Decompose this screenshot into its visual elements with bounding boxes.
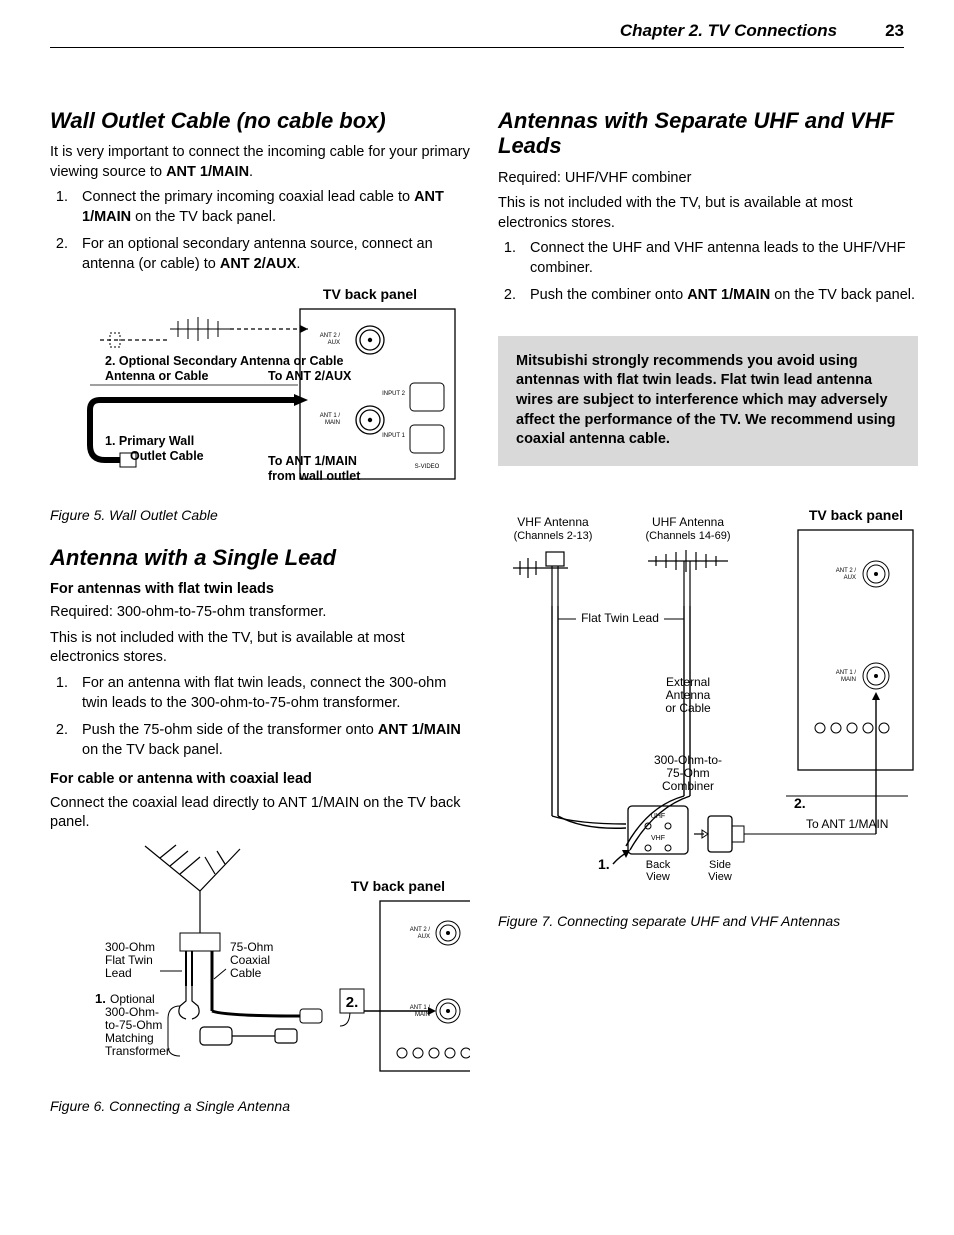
svg-text:Flat Twin Lead: Flat Twin Lead <box>581 611 659 625</box>
section-title-uhf-vhf: Antennas with Separate UHF and VHF Leads <box>498 108 918 159</box>
section-title-wall-outlet: Wall Outlet Cable (no cable box) <box>50 108 470 133</box>
svg-text:300-Ohm: 300-Ohm <box>105 940 155 954</box>
right-column: Antennas with Separate UHF and VHF Leads… <box>498 108 918 1136</box>
svg-text:Cable: Cable <box>230 966 262 980</box>
step-2: Push the combiner onto ANT 1/MAIN on the… <box>520 286 918 306</box>
svg-text:VHF: VHF <box>651 835 665 842</box>
svg-text:Transformer: Transformer <box>105 1044 170 1058</box>
svg-text:To ANT 1/MAIN: To ANT 1/MAIN <box>806 817 888 831</box>
svg-text:Optional: Optional <box>110 992 155 1006</box>
svg-text:View: View <box>708 871 732 883</box>
svg-text:Combiner: Combiner <box>662 779 714 793</box>
step-2: For an optional secondary antenna source… <box>72 235 470 274</box>
figure-5-caption: Figure 5. Wall Outlet Cable <box>50 506 470 525</box>
required-line: Required: 300-ohm-to-75-ohm transformer. <box>50 603 470 623</box>
intro-paragraph: It is very important to connect the inco… <box>50 143 470 182</box>
figure-7-diagram: TV back panel ANT 2 /AUX ANT 1 /MAIN VHF… <box>498 506 918 906</box>
svg-text:VHF Antenna: VHF Antenna <box>517 515 589 529</box>
svg-text:Back: Back <box>646 859 671 871</box>
svg-text:1.: 1. <box>95 991 106 1006</box>
svg-text:ANT 2 /: ANT 2 / <box>320 333 341 339</box>
svg-text:MAIN: MAIN <box>841 677 856 683</box>
svg-text:to-75-Ohm: to-75-Ohm <box>105 1018 162 1032</box>
svg-text:AUX: AUX <box>328 340 340 346</box>
svg-text:TV back panel: TV back panel <box>351 878 445 894</box>
svg-text:To ANT 1/MAIN: To ANT 1/MAIN <box>268 454 357 468</box>
figure-6-diagram: TV back panel ANT 2 /AUX ANT 1 /MAIN <box>50 841 470 1091</box>
coax-paragraph: Connect the coaxial lead directly to ANT… <box>50 794 470 833</box>
single-lead-steps: For an antenna with flat twin leads, con… <box>50 674 470 760</box>
note-line: This is not included with the TV, but is… <box>498 194 918 233</box>
svg-text:ANT 1 /: ANT 1 / <box>836 670 857 676</box>
svg-text:Side: Side <box>709 859 731 871</box>
svg-text:To ANT 2/AUX: To ANT 2/AUX <box>268 369 352 383</box>
step-2: Push the 75-ohm side of the transformer … <box>72 721 470 760</box>
wall-outlet-steps: Connect the primary incoming coaxial lea… <box>50 188 470 274</box>
svg-text:75-Ohm: 75-Ohm <box>230 940 273 954</box>
svg-text:(Channels 14-69): (Channels 14-69) <box>646 530 731 542</box>
svg-text:or Cable: or Cable <box>665 701 711 715</box>
svg-text:1.: 1. <box>598 856 610 872</box>
svg-text:(Channels 2-13): (Channels 2-13) <box>514 530 593 542</box>
svg-text:2.: 2. <box>346 994 359 1011</box>
step-1: Connect the primary incoming coaxial lea… <box>72 188 470 227</box>
svg-text:MAIN: MAIN <box>415 1012 430 1018</box>
svg-text:Flat Twin: Flat Twin <box>105 953 153 967</box>
note-line: This is not included with the TV, but is… <box>50 629 470 668</box>
section-title-single-lead: Antenna with a Single Lead <box>50 545 470 570</box>
subhead-flat-twin: For antennas with flat twin leads <box>50 580 470 600</box>
svg-text:UHF Antenna: UHF Antenna <box>652 515 724 529</box>
step-1: For an antenna with flat twin leads, con… <box>72 674 470 713</box>
svg-text:75-Ohm: 75-Ohm <box>666 766 709 780</box>
svg-text:AUX: AUX <box>844 575 856 581</box>
svg-text:AUX: AUX <box>418 934 430 940</box>
svg-text:2. Optional Secondary Antenna: 2. Optional Secondary Antenna or Cable <box>105 354 344 368</box>
svg-text:INPUT 1: INPUT 1 <box>382 433 406 439</box>
figure-7-caption: Figure 7. Connecting separate UHF and VH… <box>498 912 918 931</box>
page-number: 23 <box>885 20 904 43</box>
svg-text:300-Ohm-to-: 300-Ohm-to- <box>654 753 722 767</box>
svg-text:1. Primary Wall: 1. Primary Wall <box>105 434 194 448</box>
svg-text:ANT 2 /: ANT 2 / <box>410 927 431 933</box>
svg-text:ANT 2 /: ANT 2 / <box>836 568 857 574</box>
svg-text:View: View <box>646 871 670 883</box>
svg-text:S-VIDEO: S-VIDEO <box>415 464 440 470</box>
figure-6-caption: Figure 6. Connecting a Single Antenna <box>50 1097 470 1116</box>
svg-text:External: External <box>666 675 710 689</box>
svg-text:Lead: Lead <box>105 966 132 980</box>
svg-text:ANT 1 /: ANT 1 / <box>320 413 341 419</box>
svg-text:300-Ohm-: 300-Ohm- <box>105 1005 159 1019</box>
svg-text:ANT 1 /: ANT 1 / <box>410 1005 431 1011</box>
svg-text:MAIN: MAIN <box>325 420 340 426</box>
svg-text:from wall outlet: from wall outlet <box>268 469 361 483</box>
svg-text:TV back panel: TV back panel <box>809 507 903 523</box>
subhead-coaxial: For cable or antenna with coaxial lead <box>50 770 470 790</box>
figure-5-diagram: TV back panel ANT 2 / AUX ANT 1 / MAIN I… <box>50 285 470 500</box>
step-1: Connect the UHF and VHF antenna leads to… <box>520 239 918 278</box>
svg-text:2.: 2. <box>794 795 806 811</box>
chapter-title: Chapter 2. TV Connections <box>620 20 837 43</box>
svg-text:Coaxial: Coaxial <box>230 953 270 967</box>
svg-text:Antenna: Antenna <box>666 688 711 702</box>
svg-text:Outlet Cable: Outlet Cable <box>130 449 204 463</box>
svg-text:Matching: Matching <box>105 1031 154 1045</box>
warning-box: Mitsubishi strongly recommends you avoid… <box>498 336 918 466</box>
page-header: Chapter 2. TV Connections 23 <box>50 20 904 48</box>
svg-text:Antenna or Cable: Antenna or Cable <box>105 369 209 383</box>
panel-label: TV back panel <box>323 286 417 302</box>
svg-text:INPUT 2: INPUT 2 <box>382 391 406 397</box>
required-line: Required: UHF/VHF combiner <box>498 169 918 189</box>
uhf-vhf-steps: Connect the UHF and VHF antenna leads to… <box>498 239 918 306</box>
left-column: Wall Outlet Cable (no cable box) It is v… <box>50 108 470 1136</box>
